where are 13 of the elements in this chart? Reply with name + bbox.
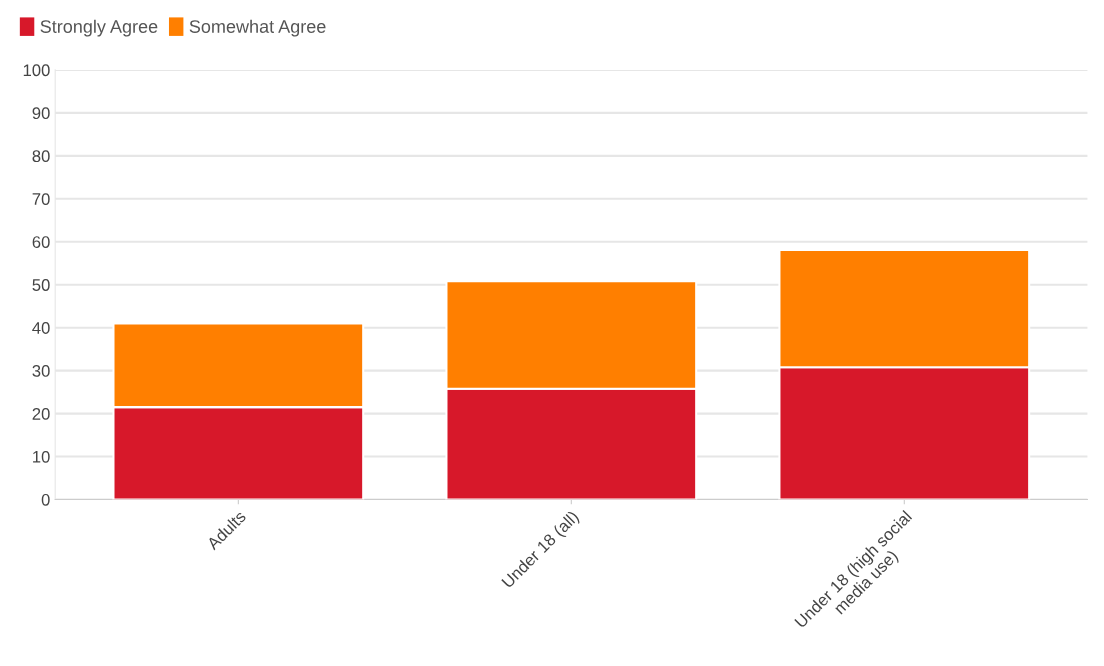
y-tick-label: 90 [32,107,50,120]
y-tick-label: 50 [32,279,50,291]
y-tick-label: 0 [41,493,50,506]
legend-label: Somewhat Agree [189,19,326,37]
y-tick-label: 60 [32,236,50,248]
y-tick-label: 40 [32,322,50,334]
legend-label: Strongly Agree [40,19,158,37]
y-tick-label: 70 [32,193,50,205]
y-tick-label: 80 [32,150,50,163]
y-tick-label: 10 [33,450,50,463]
y-tick-label: 30 [32,365,50,377]
y-tick-label: 20 [32,407,50,420]
y-tick-label: 100 [23,64,50,77]
